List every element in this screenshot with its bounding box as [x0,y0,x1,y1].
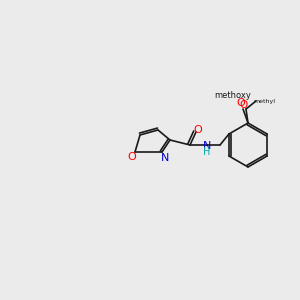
Text: O: O [194,125,202,135]
Text: O: O [237,98,245,108]
Text: methoxy: methoxy [214,92,251,100]
Text: O: O [240,100,248,110]
Text: N: N [161,153,169,163]
Text: O: O [128,152,136,162]
Text: N: N [203,141,211,151]
Text: methyl: methyl [253,98,275,104]
Text: H: H [203,147,211,157]
